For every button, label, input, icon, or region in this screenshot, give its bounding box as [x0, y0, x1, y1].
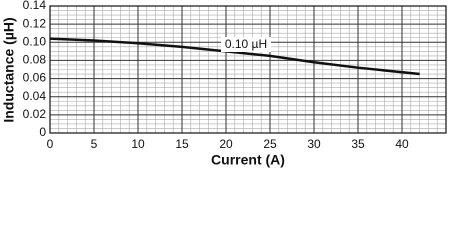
- y-tick-label: 0.14: [23, 0, 47, 12]
- x-axis-title: Current (A): [211, 152, 285, 168]
- x-tick-label: 15: [175, 137, 189, 151]
- plot-frame: [49, 5, 447, 134]
- y-tick-label: 0.10: [23, 34, 47, 48]
- annotation: 0.10 µH: [225, 37, 267, 51]
- x-tick-label: 25: [263, 137, 277, 151]
- x-tick-label: 10: [131, 137, 145, 151]
- y-tick-label: 0.06: [23, 71, 47, 85]
- x-tick-label: 30: [307, 137, 321, 151]
- x-tick-label: 0: [47, 137, 54, 151]
- annotation-bg: [221, 37, 271, 52]
- y-tick-label: 0.12: [23, 16, 47, 30]
- chart: Current (A) Inductance (µH) 0 5 10 15 20 25 30…: [1, 0, 447, 168]
- x-tick-label: 40: [395, 137, 409, 151]
- y-tick-label: 0.04: [23, 89, 47, 103]
- x-tick-label: 35: [351, 137, 365, 151]
- y-tick-label: 0.02: [23, 107, 47, 121]
- x-tick-label: 20: [219, 137, 233, 151]
- y-axis-title: Inductance (µH): [1, 17, 17, 122]
- y-tick-label: 0.08: [23, 53, 47, 67]
- x-tick-label: 5: [91, 137, 98, 151]
- y-tick-label: 0: [39, 125, 46, 139]
